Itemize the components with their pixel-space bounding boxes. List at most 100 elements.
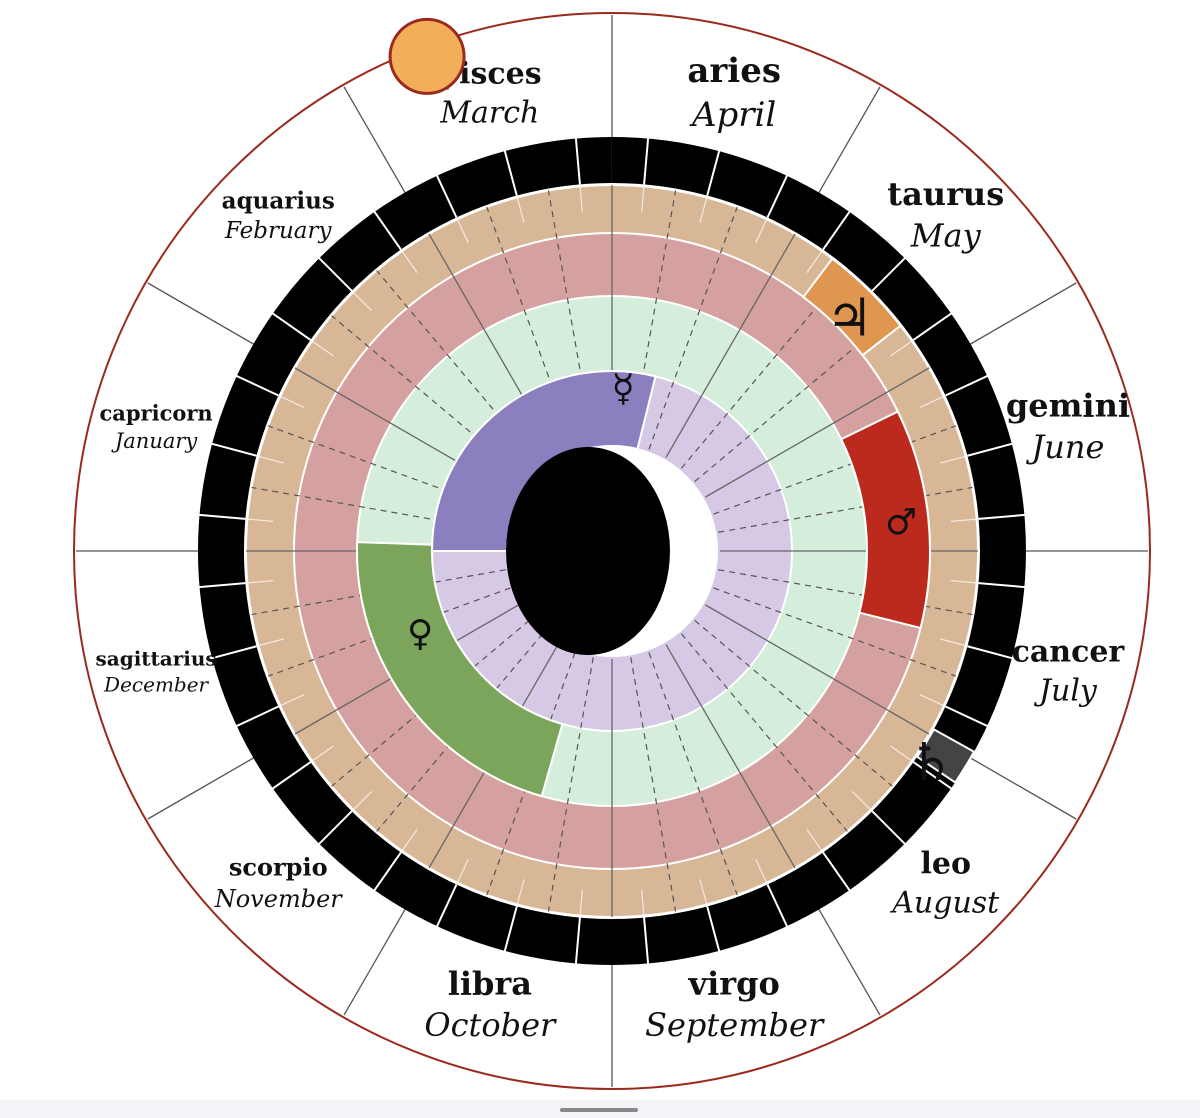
cell-divider: [871, 810, 907, 846]
sign-name: taurus: [887, 175, 1004, 213]
tan-divider: [258, 455, 284, 464]
sign-name: libra: [448, 965, 532, 1003]
dashed-spoke: [648, 206, 738, 450]
cell-divider: [209, 645, 257, 660]
dashed-spoke: [376, 270, 544, 469]
cell-divider: [978, 513, 1027, 520]
cell-divider: [503, 148, 518, 196]
tan-divider: [755, 858, 768, 883]
sign-divider: [968, 282, 1077, 346]
cell-divider: [822, 209, 852, 251]
sign-month: July: [1033, 674, 1098, 709]
tan-divider: [311, 340, 334, 357]
tan-divider: [456, 219, 469, 244]
sign-month: April: [689, 95, 776, 135]
tan-divider: [280, 395, 305, 408]
sign-divider: [343, 86, 407, 195]
sign-name: capricorn: [99, 401, 212, 426]
cell-divider: [643, 136, 650, 185]
tan-divider: [940, 638, 966, 647]
cell-divider: [822, 851, 852, 893]
sign-month: December: [103, 673, 210, 697]
tan-divider: [516, 879, 525, 905]
cell-divider: [643, 917, 650, 966]
sign-month: March: [439, 96, 539, 131]
sign-name: virgo: [687, 965, 779, 1003]
cell-divider: [574, 917, 581, 966]
planet-glyph: ♃: [826, 288, 873, 348]
planet-segment: [801, 257, 902, 357]
spoke: [665, 233, 796, 458]
dashed-spoke: [267, 587, 511, 677]
planet-glyph: ☿: [611, 366, 634, 410]
cell-divider: [574, 136, 581, 185]
spoke: [705, 604, 930, 735]
tan-divider: [699, 879, 708, 905]
cell-divider: [435, 173, 458, 218]
tan-divider: [280, 694, 305, 707]
tan-divider: [579, 186, 583, 213]
planet-glyph: ♂: [885, 503, 917, 544]
sign-month: May: [910, 217, 982, 255]
tan-divider: [401, 829, 418, 852]
dashed-spoke: [331, 619, 530, 787]
cell-divider: [945, 374, 990, 397]
dashed-spoke: [713, 425, 957, 515]
cell-divider: [197, 513, 246, 520]
sign-name: gemini: [1006, 387, 1130, 425]
tan-divider: [352, 790, 373, 811]
tan-divider: [950, 518, 977, 522]
tan-divider: [516, 197, 525, 223]
spoke: [705, 367, 930, 498]
tan-divider: [641, 889, 645, 916]
dashed-spoke: [630, 190, 677, 445]
cell-divider: [706, 906, 721, 954]
tan-divider: [890, 745, 913, 762]
sign-name: leo: [921, 846, 972, 881]
sign-divider: [343, 907, 407, 1016]
dashed-spoke: [486, 206, 576, 450]
tan-divider: [352, 291, 373, 312]
sign-month: November: [214, 885, 344, 913]
cell-divider: [270, 311, 312, 341]
cell-divider: [967, 442, 1015, 457]
dashed-spoke: [547, 190, 594, 445]
tan-divider: [890, 340, 913, 357]
sign-month: February: [224, 218, 333, 244]
sign-divider: [147, 282, 256, 346]
dashed-spoke: [486, 652, 576, 896]
tan-divider: [755, 219, 768, 244]
cell-divider: [766, 884, 789, 929]
spoke: [665, 644, 796, 869]
sign-month: October: [424, 1006, 557, 1044]
dashed-spoke: [376, 633, 544, 832]
sign-divider: [817, 907, 881, 1016]
cell-divider: [372, 851, 402, 893]
sign-month: January: [111, 429, 199, 453]
moon-shadow: [506, 447, 670, 655]
cell-divider: [912, 761, 954, 791]
planet-glyph: ♀: [407, 613, 433, 654]
tan-divider: [806, 250, 823, 273]
dashed-spoke: [718, 486, 973, 533]
sign-name: sagittarius: [95, 647, 216, 671]
tan-divider: [311, 745, 334, 762]
planet-segment: [839, 410, 931, 630]
cell-divider: [317, 810, 353, 846]
sign-month: June: [1025, 428, 1104, 466]
tan-divider: [950, 580, 977, 584]
tan-divider: [641, 186, 645, 213]
dashed-spoke: [713, 587, 957, 677]
dashed-spoke: [251, 569, 506, 616]
dashed-spoke: [251, 486, 506, 533]
cell-divider: [234, 374, 279, 397]
tan-divider: [247, 518, 274, 522]
cell-divider: [317, 256, 353, 292]
sign-name: aries: [687, 51, 781, 91]
sign-name: scorpio: [229, 853, 328, 882]
planet-segment: [356, 541, 564, 798]
dashed-spoke: [630, 657, 677, 912]
sign-divider: [968, 756, 1077, 820]
cell-divider: [197, 582, 246, 589]
